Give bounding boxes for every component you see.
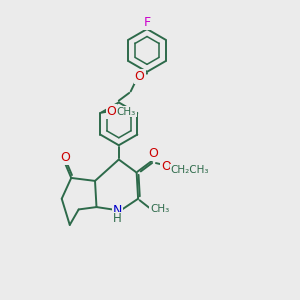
Text: F: F — [143, 16, 151, 29]
Text: O: O — [135, 70, 145, 83]
Text: H: H — [113, 212, 122, 226]
Text: CH₃: CH₃ — [117, 107, 136, 117]
Text: CH₂CH₃: CH₂CH₃ — [171, 165, 209, 175]
Text: O: O — [161, 160, 171, 173]
Text: O: O — [106, 105, 116, 118]
Text: O: O — [60, 151, 70, 164]
Text: N: N — [112, 204, 122, 217]
Text: O: O — [148, 147, 158, 160]
Text: CH₃: CH₃ — [150, 204, 170, 214]
